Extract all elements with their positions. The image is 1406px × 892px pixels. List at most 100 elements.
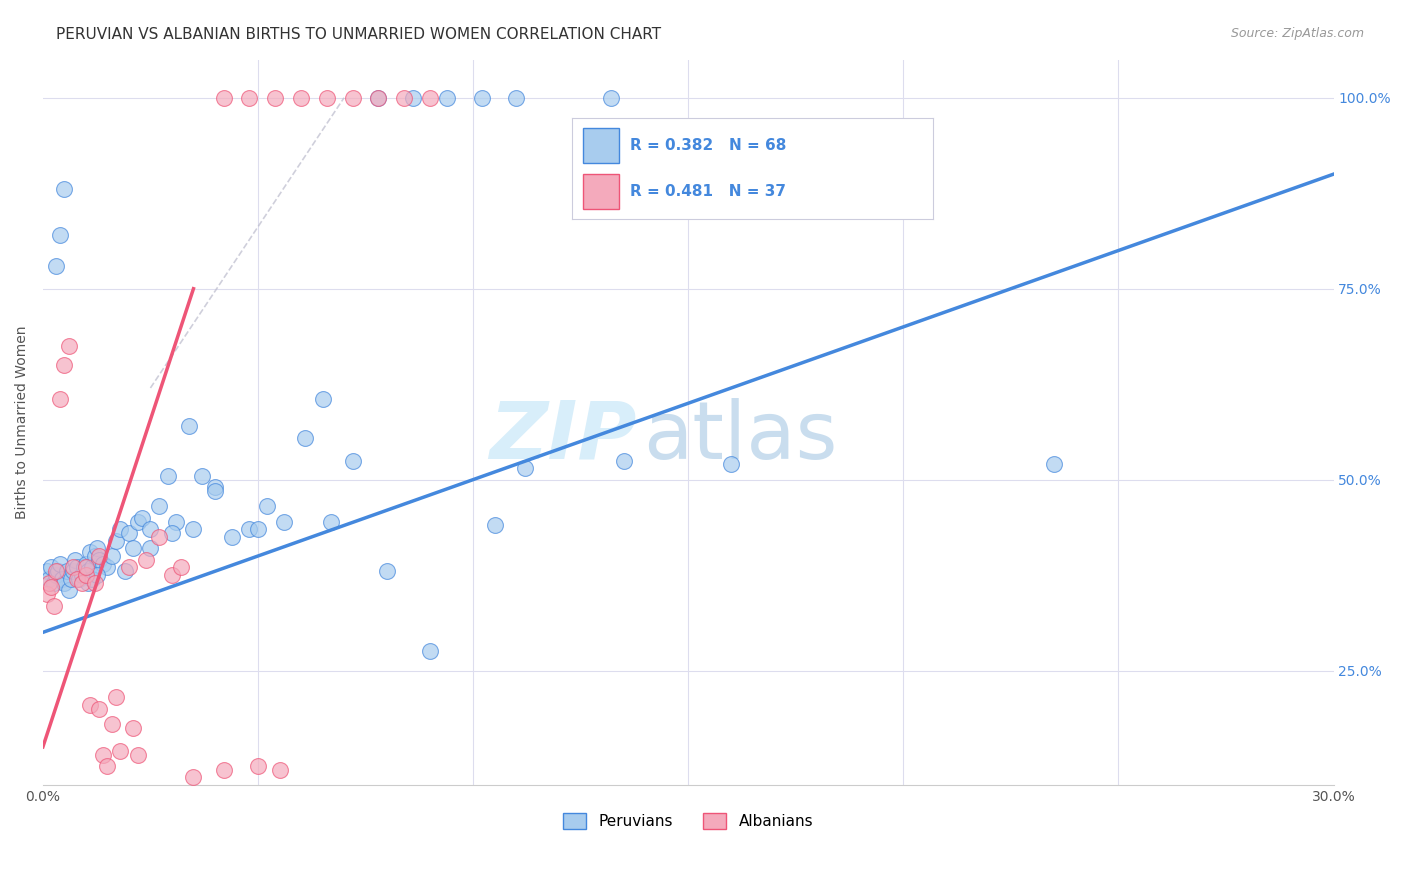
Point [402,91,425,105]
Point [321,515,343,529]
Point [131,510,153,524]
Point [238,91,260,105]
Point [45,259,67,273]
Point [720,458,742,472]
Point [419,644,441,658]
Point [212,91,235,105]
Point [221,530,243,544]
Point [42,575,65,590]
Point [37,564,59,578]
Point [179,419,201,434]
Point [70,568,93,582]
Point [91,557,114,571]
Point [87,549,110,563]
Point [53,182,76,196]
Point [513,461,536,475]
Point [256,500,278,514]
Point [49,557,72,571]
Text: atlas: atlas [643,398,838,475]
Point [294,431,316,445]
Point [83,549,105,563]
Point [63,553,86,567]
Point [246,522,269,536]
Point [82,560,104,574]
Point [139,541,162,556]
Point [342,453,364,467]
Point [599,91,621,105]
Point [169,560,191,574]
Point [49,228,72,243]
Point [100,717,122,731]
Point [127,747,149,762]
Point [122,721,145,735]
Point [122,541,145,556]
Point [37,587,59,601]
Point [870,793,893,807]
Point [204,484,226,499]
Point [191,468,214,483]
Point [69,572,91,586]
Point [77,575,100,590]
Point [367,91,389,105]
Point [91,747,114,762]
Point [419,91,441,105]
Point [58,583,80,598]
Point [51,572,73,586]
Point [246,759,269,773]
Point [46,564,69,578]
Point [436,91,458,105]
Point [62,560,84,574]
Point [42,599,65,613]
Point [148,500,170,514]
Point [87,553,110,567]
Point [77,564,100,578]
Point [375,564,398,578]
Point [96,759,118,773]
Point [41,580,63,594]
Point [49,392,72,407]
Point [183,522,205,536]
Point [66,560,89,574]
Point [613,453,636,467]
Point [79,545,101,559]
Point [38,575,60,590]
Point [1043,458,1066,472]
Point [264,91,287,105]
Point [135,553,157,567]
Point [114,564,136,578]
Point [66,572,89,586]
Point [55,564,77,578]
Point [73,560,96,574]
Point [484,518,506,533]
Point [41,560,63,574]
Point [311,392,333,407]
Point [342,91,364,105]
Text: PERUVIAN VS ALBANIAN BIRTHS TO UNMARRIED WOMEN CORRELATION CHART: PERUVIAN VS ALBANIAN BIRTHS TO UNMARRIED… [56,27,661,42]
Point [148,530,170,544]
Point [82,572,104,586]
Point [79,698,101,712]
Point [45,564,67,578]
Point [204,480,226,494]
Point [38,572,60,586]
Point [367,91,389,105]
Point [505,91,527,105]
Point [212,763,235,777]
Y-axis label: Births to Unmarried Women: Births to Unmarried Women [15,326,30,519]
Point [238,522,260,536]
Point [105,690,128,705]
Point [110,744,132,758]
Point [471,91,494,105]
Point [394,91,416,105]
Point [269,763,291,777]
Point [505,793,527,807]
Point [273,515,295,529]
Point [45,568,67,582]
Point [160,568,183,582]
Point [156,468,179,483]
Point [53,575,76,590]
Point [105,533,128,548]
Point [100,549,122,563]
Point [118,526,141,541]
Point [354,789,377,804]
